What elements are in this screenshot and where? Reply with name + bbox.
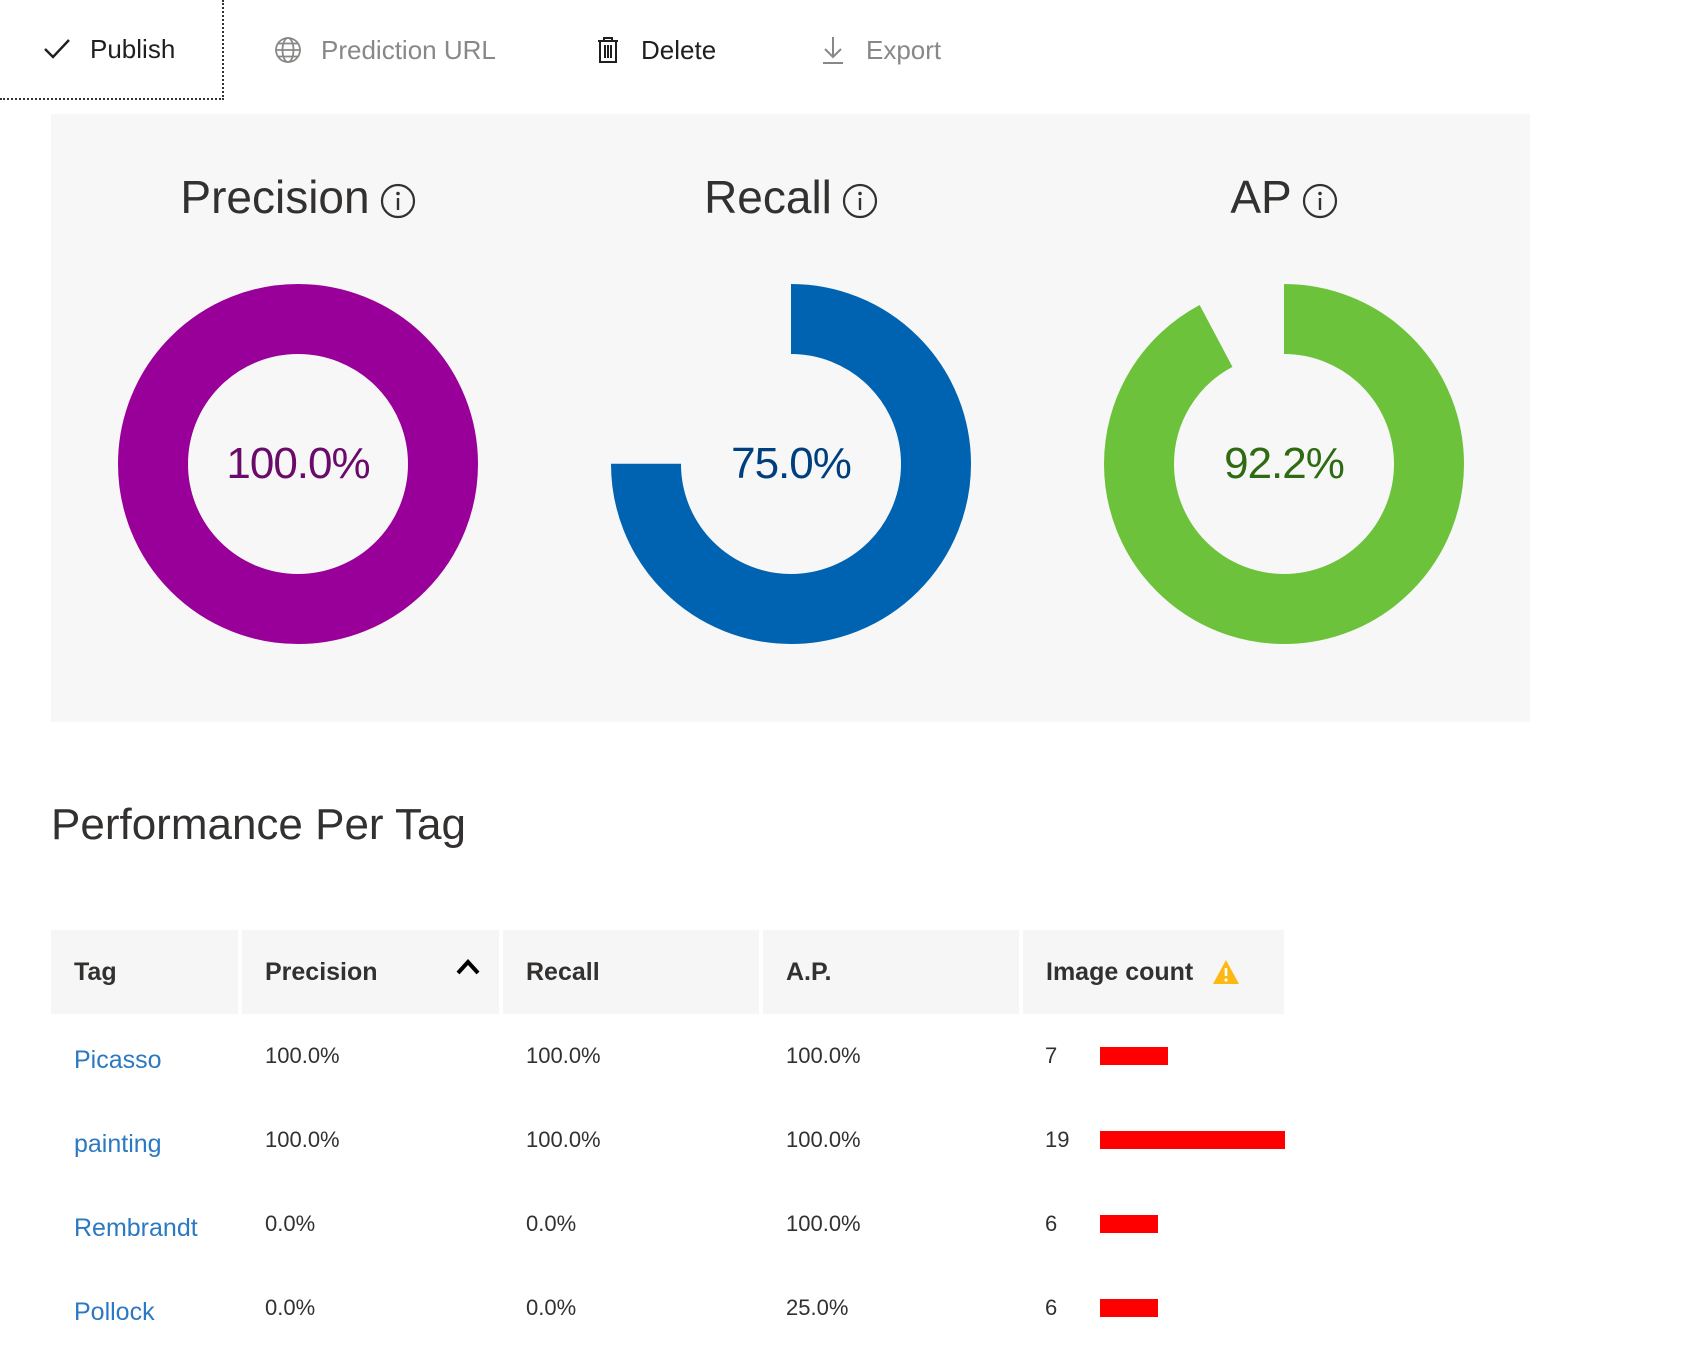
warning-icon [1213,960,1240,984]
recall-donut-arc [611,284,971,644]
column-header-recall[interactable]: Recall [503,930,759,1014]
precision-donut-arc [118,284,478,644]
column-header-ap[interactable]: A.P. [763,930,1019,1014]
image-count-cell: 6 [1045,1295,1058,1320]
globe-icon [273,35,303,65]
precision-metric: Precision 100.0% [98,114,498,722]
sort-ascending-icon [456,959,480,975]
precision-donut: 100.0% [118,284,478,644]
column-header-tag[interactable]: Tag [51,930,238,1014]
ap-metric: AP 92.2% [1084,114,1484,722]
section-title: Performance Per Tag [51,800,466,849]
precision-value: 100.0% [226,439,370,488]
image-count-bar [1100,1215,1158,1233]
info-icon[interactable] [1302,183,1338,219]
image-count-cell: 19 [1045,1127,1070,1152]
publish-button[interactable]: Publish [0,0,224,100]
ap-value: 92.2% [1224,439,1345,488]
download-icon [818,35,848,65]
column-header-precision[interactable]: Precision [242,930,499,1014]
table-row: Picasso 100.0% 100.0% 100.0% 7 [51,1014,1291,1098]
recall-metric: Recall 75.0% [591,114,991,722]
tag-link[interactable]: Rembrandt [74,1213,198,1242]
ap-cell: 100.0% [786,1043,861,1068]
table-row: Pollock 0.0% 0.0% 25.0% 6 [51,1266,1291,1350]
image-count-bar [1100,1299,1158,1317]
tag-link[interactable]: painting [74,1129,162,1158]
precision-cell: 100.0% [265,1043,340,1068]
recall-donut: 75.0% [611,284,971,644]
image-count-cell: 6 [1045,1211,1058,1236]
precision-cell: 100.0% [265,1127,340,1152]
export-button[interactable]: Export [818,0,941,100]
recall-cell: 0.0% [526,1211,577,1236]
recall-cell: 100.0% [526,1043,601,1068]
image-count-bar [1100,1131,1285,1149]
recall-cell: 0.0% [526,1295,577,1320]
tag-link[interactable]: Picasso [74,1045,162,1074]
image-count-cell: 7 [1045,1043,1058,1068]
recall-value: 75.0% [731,439,852,488]
checkmark-icon [42,34,72,64]
export-label: Export [866,34,942,65]
ap-title: AP [1230,171,1292,223]
publish-label: Publish [90,33,176,64]
recall-cell: 100.0% [526,1127,601,1152]
metrics-panel: Precision 100.0% Recall 75.0% AP [51,114,1530,722]
ap-donut-arc [1104,284,1464,644]
table-row: Rembrandt 0.0% 0.0% 100.0% 6 [51,1182,1291,1266]
tag-link[interactable]: Pollock [74,1297,155,1326]
table-row: painting 100.0% 100.0% 100.0% 19 [51,1098,1291,1182]
info-icon[interactable] [842,183,878,219]
precision-cell: 0.0% [265,1211,316,1236]
trash-icon [593,35,623,65]
delete-button[interactable]: Delete [593,0,716,100]
delete-label: Delete [641,34,717,65]
recall-title: Recall [704,171,832,223]
prediction-url-label: Prediction URL [321,34,496,65]
ap-cell: 100.0% [786,1211,861,1236]
prediction-url-button[interactable]: Prediction URL [273,0,496,100]
toolbar: Publish Prediction URL Delete Export [0,0,1000,100]
image-count-bar [1100,1047,1168,1065]
ap-cell: 25.0% [786,1295,849,1320]
ap-cell: 100.0% [786,1127,861,1152]
precision-title: Precision [180,171,370,223]
info-icon[interactable] [380,183,416,219]
column-header-image-count[interactable]: Image count [1023,930,1284,1014]
precision-cell: 0.0% [265,1295,316,1320]
ap-donut: 92.2% [1104,284,1464,644]
